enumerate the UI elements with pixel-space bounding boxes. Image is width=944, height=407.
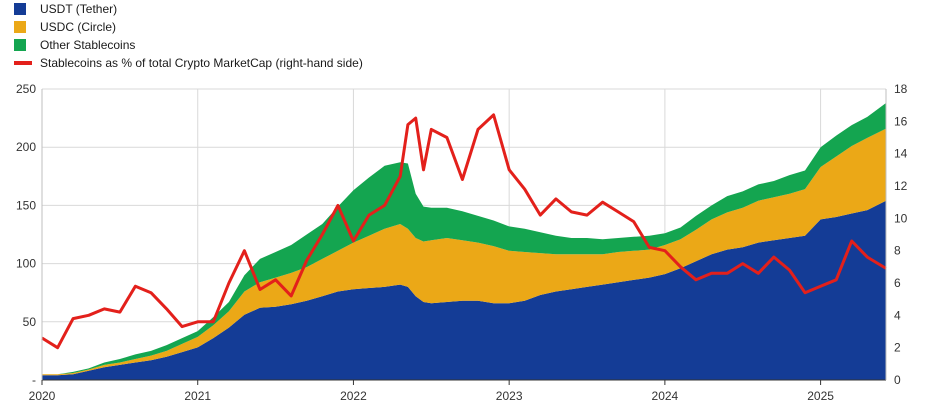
y-right-tick-label: 2 [894,341,901,355]
legend-swatch-usdt [14,3,26,15]
area-usdt [42,200,886,380]
stacked-areas [42,103,886,380]
y-right-tick-label: 14 [894,147,908,161]
x-tick-label: 2024 [652,389,679,403]
legend-label-ratio: Stablecoins as % of total Crypto MarketC… [40,56,363,70]
x-tick-label: 2025 [807,389,834,403]
area-usdc [42,128,886,376]
legend-item-other: Other Stablecoins [14,36,363,54]
ratio-line-path [41,113,887,350]
legend: USDT (Tether) USDC (Circle) Other Stable… [14,0,363,72]
y-left-tick-label: 150 [16,198,36,212]
y-right-tick-label: 12 [894,179,908,193]
x-tick-label: 2022 [340,389,367,403]
legend-swatch-ratio [14,61,32,65]
legend-item-usdc: USDC (Circle) [14,18,363,36]
y-right-tick-label: 0 [894,373,901,387]
y-left-tick-label: 250 [16,82,36,96]
y-right-tick-label: 16 [894,114,908,128]
x-tick-label: 2020 [29,389,56,403]
y-right-tick-label: 6 [894,276,901,290]
legend-label-other: Other Stablecoins [40,38,136,52]
legend-item-ratio: Stablecoins as % of total Crypto MarketC… [14,54,363,72]
legend-label-usdc: USDC (Circle) [40,20,116,34]
legend-item-usdt: USDT (Tether) [14,0,363,18]
legend-label-usdt: USDT (Tether) [40,2,118,16]
y-right-tick-label: 4 [894,308,901,322]
legend-swatch-other [14,39,26,51]
y-left-tick-label: - [32,373,36,387]
y-left-tick-label: 100 [16,257,36,271]
legend-swatch-usdc [14,21,26,33]
area-other-stablecoins [42,103,886,375]
y-right-tick-label: 8 [894,244,901,258]
x-tick-label: 2021 [184,389,211,403]
y-right-tick-label: 10 [894,211,908,225]
y-left-tick-label: 200 [16,140,36,154]
x-tick-label: 2023 [496,389,523,403]
ratio-line [41,113,887,350]
y-right-tick-label: 18 [894,82,908,96]
y-left-tick-label: 50 [23,315,37,329]
